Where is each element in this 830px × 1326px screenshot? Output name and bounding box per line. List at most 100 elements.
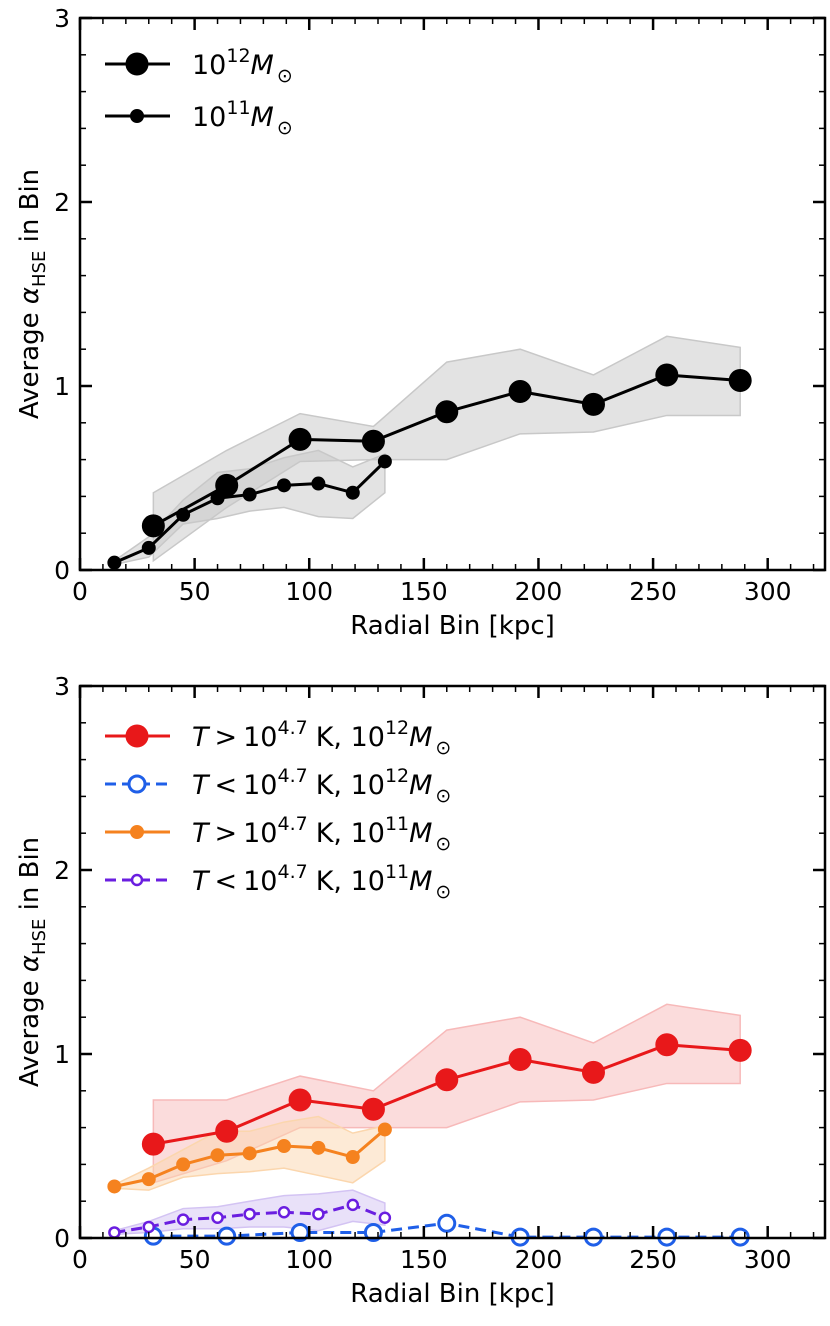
x-tick-label: 300 [744,1245,792,1274]
point-series-1-5 [435,400,459,424]
legend-op: < [215,770,238,801]
y-label-prefix: Average [15,304,45,419]
legend-sun: ⊙ [435,833,451,855]
x-tick-label: 100 [285,1245,333,1274]
legend-sun: ⊙ [435,737,451,759]
legend-sun: ⊙ [277,117,293,139]
point-series-2-4 [210,491,225,506]
legend: 1012M ⊙ 1011M ⊙ [105,45,293,139]
point-series-1-4 [361,429,385,453]
legend-mass: M [409,722,432,753]
legend-mass: M [409,818,432,849]
point-series-1-8 [655,1033,679,1057]
legend-mass: M [409,770,432,801]
point-series-1-1 [141,514,165,538]
legend-marker-2 [127,774,147,794]
legend-marker-1 [125,724,149,748]
y-label-symbol: α [15,287,45,304]
point-series-3-8 [345,1150,360,1165]
legend-texp: 4.7 [277,717,307,739]
x-axis-label: Radial Bin [kpc] [350,1279,555,1309]
legend-base: 10 [243,866,277,897]
legend-base: 10 [243,770,277,801]
y-tick-label: 3 [54,4,70,33]
legend-sun: ⊙ [435,881,451,903]
x-tick-label: 150 [400,1245,448,1274]
y-axis-label: Average αHSE in Bin [15,837,50,1087]
point-series-3-5 [242,1146,257,1161]
legend-marker-2 [130,109,144,123]
x-tick-label: 50 [179,577,211,606]
legend-t: T [192,866,211,897]
legend-exp: 11 [226,97,250,119]
x-tick-label: 250 [629,577,677,606]
legend-marker-4 [130,873,144,887]
x-tick-label: 200 [515,1245,563,1274]
point-series-2-9 [377,454,392,469]
point-series-1-9 [728,368,752,392]
legend-texp: 4.7 [277,813,307,835]
point-series-1-3 [288,427,312,451]
y-tick-label: 3 [54,672,70,701]
x-tick-label: 50 [179,1245,211,1274]
y-tick-label: 1 [54,1040,70,1069]
point-series-4-5 [243,1207,256,1221]
x-tick-label: 300 [744,577,792,606]
legend-entry-4: T <104.7 K, 1011M ⊙ [192,861,451,903]
point-series-1-2 [215,473,239,497]
point-series-4-8 [346,1198,360,1212]
legend-unit: K, 10 [316,866,385,897]
y-label-suffix: in Bin [15,169,45,251]
point-series-2-1 [107,555,122,570]
x-axis-label: Radial Bin [kpc] [350,611,555,641]
point-series-3-3 [176,1157,191,1172]
y-tick-label: 0 [54,1224,70,1253]
point-series-4-1 [108,1226,121,1239]
legend-exp: 12 [385,717,409,739]
x-tick-label: 0 [72,577,88,606]
y-tick-label: 2 [54,856,70,885]
point-series-1-8 [655,363,679,387]
point-series-2-2 [217,1226,237,1246]
point-series-1-2 [215,1119,239,1143]
legend-entry-3: T >104.7 K, 1011M ⊙ [192,813,451,855]
y-tick-label: 1 [54,372,70,401]
point-series-3-9 [377,1122,392,1137]
legend-exp: 12 [226,45,250,67]
point-series-1-7 [581,392,605,416]
y-tick-label: 0 [54,556,70,585]
legend-op: > [215,818,238,849]
x-tick-label: 100 [285,577,333,606]
point-series-1-6 [508,380,532,404]
point-series-2-3 [176,507,191,522]
point-series-4-7 [312,1207,325,1221]
point-series-4-6 [277,1205,291,1219]
legend-entry-1: T >104.7 K, 1012M ⊙ [192,717,451,759]
point-series-2-7 [311,476,326,491]
point-series-1-9 [728,1038,752,1062]
legend: T >104.7 K, 1012M ⊙T <104.7 K, 1012M ⊙T >104.7 K… [105,717,451,903]
point-series-2-2 [141,540,156,555]
legend-entry-1: 1012M ⊙ [192,45,293,87]
x-tick-label: 250 [629,1245,677,1274]
legend-unit: K, 10 [316,722,385,753]
y-label-suffix: in Bin [15,837,45,919]
legend-marker-1 [125,52,149,76]
legend-sun: ⊙ [435,785,451,807]
point-series-2-5 [242,487,257,502]
y-label-prefix: Average [15,972,45,1087]
legend-exp: 11 [385,861,409,883]
axes-frame [78,16,827,572]
legend-entry-2: 1011M ⊙ [192,97,293,139]
legend-op: > [215,722,238,753]
point-series-3-1 [107,1179,122,1194]
y-label-symbol: α [15,955,45,972]
legend-marker-3 [130,825,144,839]
y-axis-label: Average αHSE in Bin [15,169,50,419]
point-series-3-7 [311,1140,326,1155]
legend-mass: M [251,50,274,81]
point-series-4-4 [211,1211,224,1225]
legend-texp: 4.7 [277,861,307,883]
point-series-1-6 [508,1048,532,1072]
y-tick-label: 2 [54,188,70,217]
